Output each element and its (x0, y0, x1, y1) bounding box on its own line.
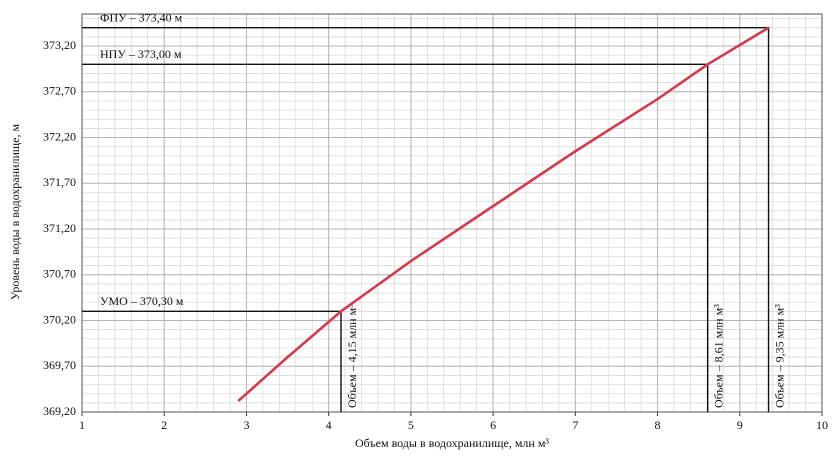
plot-frame (81, 13, 823, 413)
level-label: ФПУ – 373,40 м (100, 10, 183, 24)
y-tick-label: 369,70 (43, 358, 76, 372)
x-tick-label: 10 (816, 418, 828, 432)
y-tick-label: 371,70 (43, 175, 76, 189)
data-line (237, 26, 770, 402)
x-tick-label: 9 (737, 418, 743, 432)
y-tick-label: 370,20 (43, 312, 76, 326)
y-tick-label: 370,70 (43, 267, 76, 281)
x-tick-label: 3 (243, 418, 249, 432)
x-tick-label: 1 (79, 418, 85, 432)
y-axis-label: Уровень воды в водохранилище, м (8, 124, 22, 301)
x-axis-label: Объем воды в водохранилище, млн м³ (355, 436, 549, 450)
volume-label: Объем – 4,15 млн м³ (345, 304, 359, 408)
reference-line (82, 310, 342, 412)
x-tick-label: 8 (655, 418, 661, 432)
x-tick-label: 4 (326, 418, 332, 432)
x-tick-label: 5 (408, 418, 414, 432)
x-tick-label: 7 (572, 418, 578, 432)
volume-label: Объем – 9,35 млн м³ (772, 304, 786, 408)
level-label: НПУ – 373,00 м (100, 47, 182, 61)
x-tick-label: 6 (490, 418, 496, 432)
y-tick-label: 372,20 (43, 129, 76, 143)
level-label: УМО – 370,30 м (100, 294, 184, 308)
y-tick-label: 372,70 (43, 84, 76, 98)
volume-label: Объем – 8,61 млн м³ (711, 304, 725, 408)
y-tick-label: 373,20 (43, 38, 76, 52)
x-tick-label: 2 (161, 418, 167, 432)
y-tick-label: 369,20 (43, 404, 76, 418)
y-tick-label: 371,20 (43, 221, 76, 235)
